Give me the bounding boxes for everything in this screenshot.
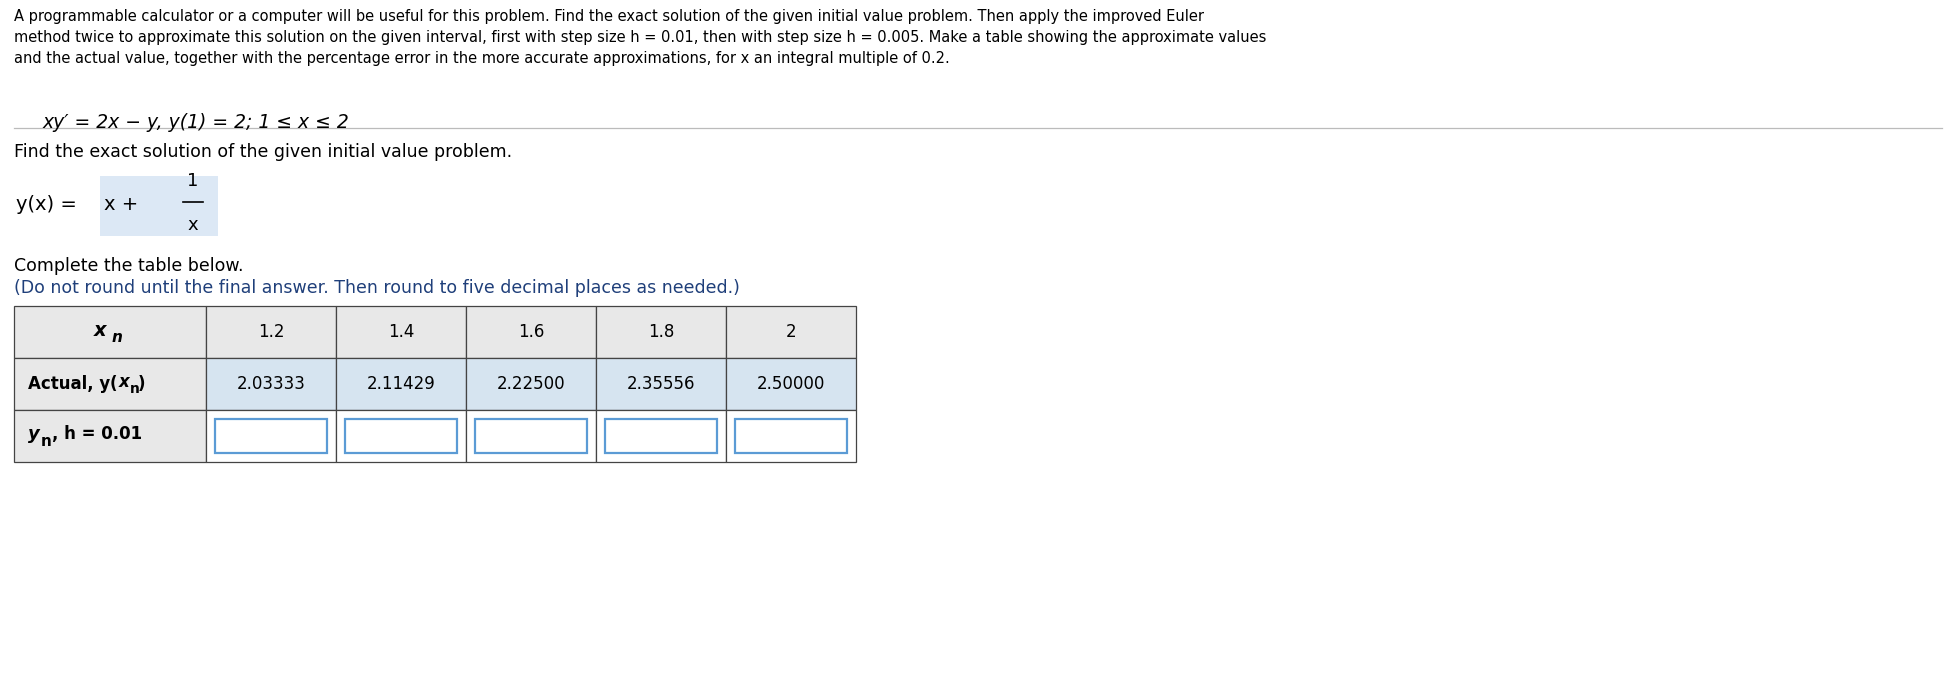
Text: 2: 2 [786,323,796,341]
Bar [14,306,205,358]
Text: 1: 1 [188,172,199,190]
Text: Actual, y: Actual, y [27,375,109,393]
Text: y(x) =: y(x) = [16,194,82,213]
Text: , h = 0.01: , h = 0.01 [53,425,143,443]
Text: A programmable calculator or a computer will be useful for this problem. Find th: A programmable calculator or a computer … [14,9,1265,66]
Bar [336,306,465,358]
Bar [465,306,596,358]
Bar [475,419,586,453]
Text: (: ( [109,375,117,393]
Bar [336,410,465,462]
Bar [205,358,336,410]
Bar [596,358,725,410]
Text: Find the exact solution of the given initial value problem.: Find the exact solution of the given ini… [14,143,512,161]
Bar [596,306,725,358]
Bar [336,358,465,410]
Bar [205,306,336,358]
Bar [14,358,205,410]
Text: 2.35556: 2.35556 [626,375,694,393]
Text: y: y [27,425,39,443]
Bar [205,410,336,462]
Text: Complete the table below.: Complete the table below. [14,257,242,275]
Text: n: n [129,382,141,396]
Text: n: n [111,330,123,345]
Text: 1.6: 1.6 [518,323,543,341]
Bar [725,410,856,462]
Bar [215,419,326,453]
Bar [465,410,596,462]
Text: 1.4: 1.4 [387,323,414,341]
Text: 2.50000: 2.50000 [757,375,825,393]
Bar [735,419,847,453]
Text: (Do not round until the final answer. Then round to five decimal places as neede: (Do not round until the final answer. Th… [14,279,739,297]
Bar [725,306,856,358]
Text: x: x [119,373,129,391]
Bar [465,358,596,410]
Text: n: n [41,434,53,449]
Text: 1.2: 1.2 [258,323,283,341]
Text: ): ) [139,375,145,393]
Text: 2.22500: 2.22500 [497,375,565,393]
Text: x: x [188,216,197,234]
Text: xy′ = 2x − y, y(1) = 2; 1 ≤ x ≤ 2: xy′ = 2x − y, y(1) = 2; 1 ≤ x ≤ 2 [41,113,348,132]
Bar [344,419,457,453]
Bar [596,410,725,462]
Bar [725,358,856,410]
Text: x +: x + [104,194,139,213]
Text: x: x [94,321,106,339]
Text: 2.03333: 2.03333 [237,375,305,393]
Bar [100,176,217,236]
Text: 2.11429: 2.11429 [366,375,436,393]
Bar [14,410,205,462]
Text: 1.8: 1.8 [647,323,674,341]
Bar [604,419,717,453]
